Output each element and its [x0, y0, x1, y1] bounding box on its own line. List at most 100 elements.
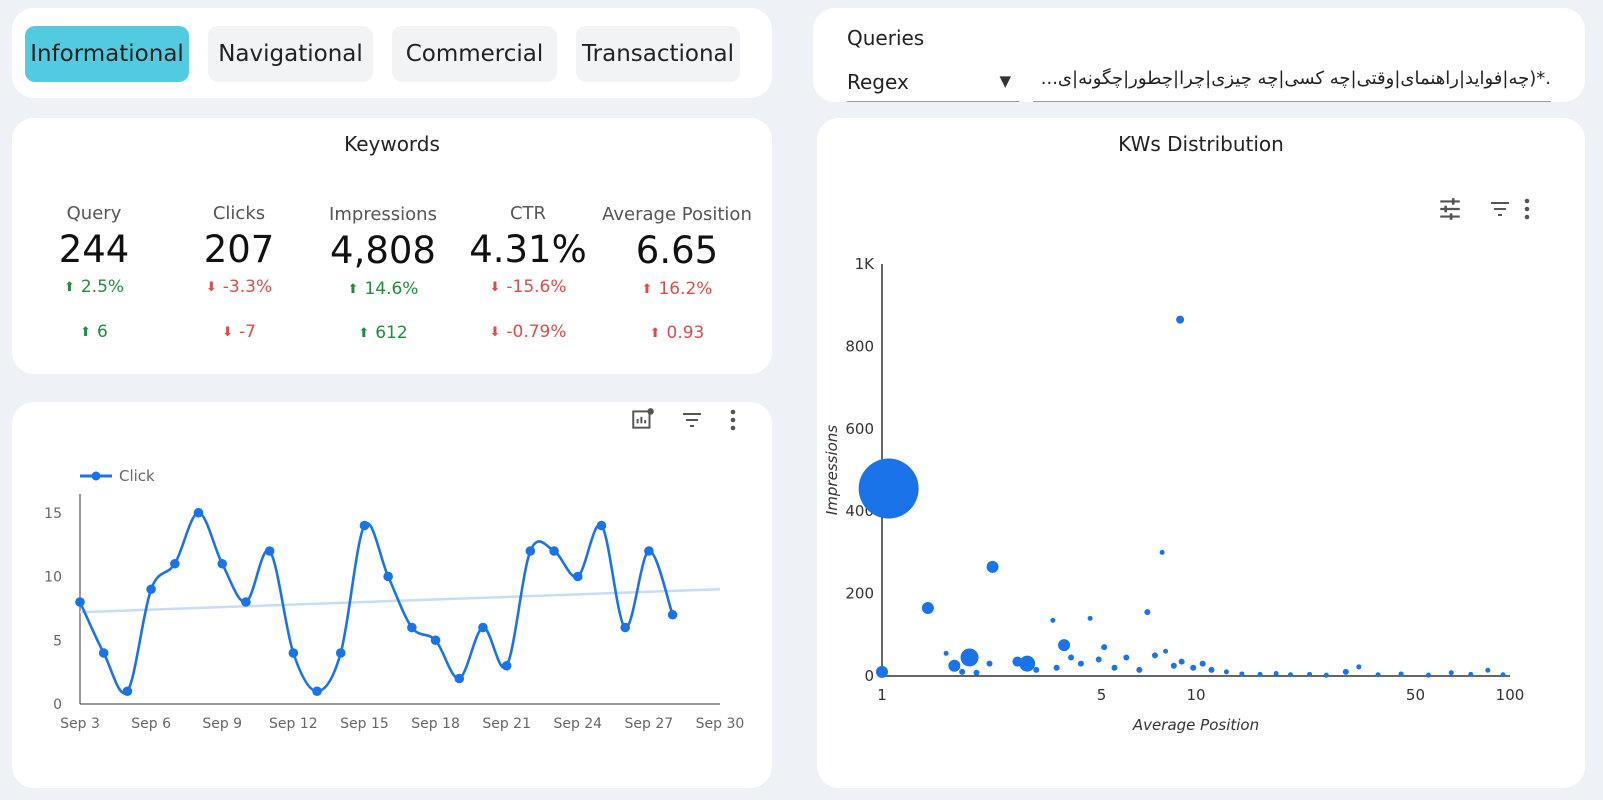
arrow-up-icon: ⬆ [80, 325, 92, 340]
y-tick-label: 200 [845, 585, 874, 603]
scatter-point [1356, 664, 1362, 670]
click-data-point [264, 546, 275, 556]
kpi-query-abs-delta: ⬆ 6 [19, 322, 169, 342]
kpi-value: 6.65 [635, 229, 719, 272]
y-axis-title: Impressions [823, 425, 841, 515]
click-data-point [572, 571, 583, 582]
click-data-point [170, 558, 180, 569]
x-tick-label: Sep 15 [340, 716, 389, 732]
tab-commercial[interactable]: Commercial [392, 26, 557, 82]
x-axis-title: Average Position [1132, 716, 1259, 734]
y-tick-label: 1K [855, 255, 876, 273]
scatter-point [1050, 617, 1056, 623]
x-tick-label: Sep 27 [625, 716, 674, 732]
delta-text: -7 [238, 322, 256, 342]
click-data-point [193, 507, 204, 518]
clicks-line-chart-card: 0 5 10 15 Sep 3 Sep 6 Sep 9 Sep 12 Sep 15 Sep 18 S… [12, 402, 772, 788]
scatter-point [1342, 668, 1349, 675]
scatter-point [986, 560, 999, 573]
scatter-point [1151, 652, 1158, 659]
tune-icon[interactable] [1437, 196, 1463, 222]
scatter-point [1012, 656, 1023, 667]
arrow-down-icon: ⬇ [489, 280, 501, 295]
delta-text: -0.79% [506, 322, 567, 342]
arrow-down-icon: ⬇ [205, 280, 217, 295]
clicks-line-chart: 0 5 10 15 Sep 3 Sep 6 Sep 9 Sep 12 Sep 15 Sep 18 S… [44, 467, 745, 732]
scatter-point [1199, 660, 1206, 667]
y-tick-label: 0 [864, 667, 874, 685]
click-data-point [288, 648, 299, 658]
scatter-point [1375, 672, 1381, 678]
x-tick-label: Sep 9 [202, 716, 242, 732]
click-data-point [122, 686, 133, 697]
tab-transactional[interactable]: Transactional [576, 26, 740, 82]
kpi-position-abs-delta: ⬆ 0.93 [602, 323, 752, 343]
delta-text: -15.6% [506, 277, 567, 297]
trendline [79, 588, 721, 614]
scatter-point [1208, 666, 1215, 673]
scatter-point [1257, 671, 1263, 677]
scatter-point [1468, 671, 1474, 677]
filter-icon[interactable] [1488, 197, 1512, 221]
more-vert-icon[interactable] [728, 408, 738, 432]
scatter-point [1077, 660, 1084, 667]
x-tick-label: Sep 30 [696, 716, 745, 732]
match-type-value: Regex [847, 70, 909, 94]
kpi-average-position: Average Position 6.65 [592, 204, 762, 272]
tab-navigational[interactable]: Navigational [208, 26, 373, 82]
scatter-point [1273, 671, 1279, 677]
tab-informational[interactable]: Informational [25, 26, 189, 82]
chart-settings-icon[interactable] [630, 406, 656, 432]
regex-input[interactable]: .*(چه|فواید|راهنمای|وقتی|چه کسی|چه چیزی|… [1033, 64, 1551, 102]
scatter-point [1087, 615, 1093, 621]
y-tick-label: 5 [53, 633, 62, 649]
click-data-point [620, 622, 630, 633]
click-data-point [596, 520, 607, 531]
scatter-point [1223, 669, 1229, 675]
kpi-label: Impressions [329, 204, 437, 225]
scatter-point [1323, 672, 1329, 678]
x-tick-label: 100 [1496, 686, 1525, 704]
scatter-point [1170, 662, 1177, 669]
scatter-point [1144, 609, 1151, 616]
kpi-value: 244 [58, 228, 130, 271]
scatter-point [1190, 664, 1197, 671]
scatter-point [921, 602, 934, 615]
legend-label: Click [119, 467, 155, 485]
kpi-label: Average Position [602, 204, 752, 225]
scatter-point [1398, 671, 1404, 677]
scatter-point [973, 669, 980, 676]
x-tick-label: Sep 24 [553, 716, 602, 732]
kw-distribution-card: KWs Distribution 0 200 400 600 800 1K 1 5 10 50 10… [817, 118, 1585, 788]
keywords-scorecard: Keywords Query 244 ⬆ 2.5% ⬆ 6 Clicks 207 ⬇… [12, 118, 772, 374]
kpi-value: 207 [203, 228, 275, 271]
click-data-point [98, 648, 109, 658]
scatter-point [1058, 639, 1071, 652]
arrow-up-icon: ⬆ [641, 282, 653, 297]
x-tick-label: 10 [1186, 686, 1205, 704]
chevron-down-icon: ▼ [999, 72, 1011, 90]
kpi-query-pct-delta: ⬆ 2.5% [19, 277, 169, 297]
click-data-point [75, 597, 85, 607]
match-type-dropdown[interactable]: Regex ▼ [847, 64, 1019, 102]
y-tick-label: 800 [845, 337, 874, 355]
click-series-line [78, 511, 674, 695]
delta-text: 16.2% [658, 279, 713, 299]
more-vert-icon[interactable] [1522, 197, 1532, 221]
scatter-point [1159, 549, 1165, 555]
filter-icon[interactable] [680, 408, 704, 432]
click-data-point [454, 673, 465, 684]
arrow-up-icon: ⬆ [347, 282, 359, 297]
queries-filter-card: Queries Regex ▼ .*(چه|فواید|راهنمای|وقتی… [813, 8, 1585, 102]
scatter-point [1019, 655, 1036, 672]
scatter-point [1033, 666, 1040, 673]
click-data-point [407, 622, 417, 633]
kpi-label: Query [66, 203, 122, 224]
kpi-clicks-abs-delta: ⬇ -7 [164, 322, 314, 342]
click-data-point [644, 546, 654, 556]
click-data-point [549, 546, 559, 556]
kpi-ctr-pct-delta: ⬇ -15.6% [453, 277, 603, 297]
click-data-point [359, 520, 370, 531]
scatter-point [943, 650, 949, 656]
click-data-point [501, 660, 512, 671]
